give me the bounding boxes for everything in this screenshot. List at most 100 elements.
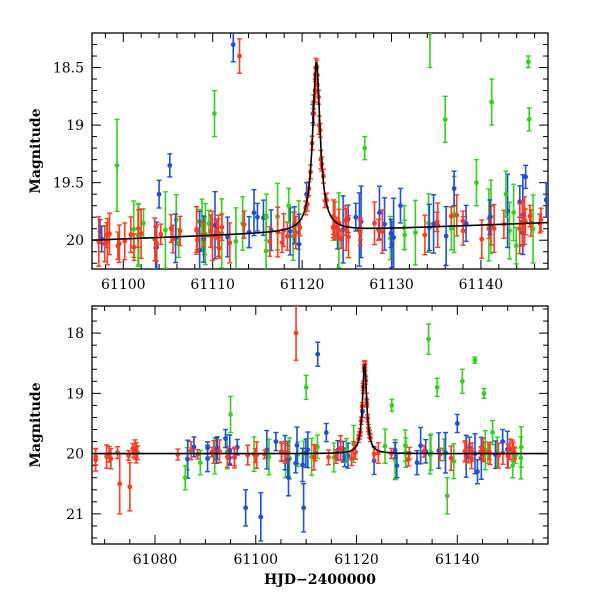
bottom-green-point-marker	[481, 390, 487, 396]
bottom-red-point-marker	[93, 457, 99, 463]
bottom-green-point	[490, 419, 496, 446]
top-red-point-marker	[227, 240, 233, 246]
top-blue-point-marker	[398, 203, 403, 209]
top-y-axis-title: Magnitude	[28, 108, 44, 193]
bottom-blue-point-marker	[223, 436, 228, 441]
bottom-green-point	[382, 428, 388, 464]
top-green-point	[286, 187, 292, 224]
top-x-tick-label: 61100	[101, 277, 146, 293]
bottom-y-axis-title: Magnitude	[28, 382, 44, 467]
bottom-red-point-marker	[225, 454, 230, 460]
top-blue-point	[212, 190, 218, 260]
bottom-red-point-marker	[421, 448, 427, 454]
top-blue-point-marker	[523, 174, 529, 180]
bottom-blue-point-marker	[305, 447, 311, 453]
top-x-tick-label: 61130	[369, 277, 414, 293]
bottom-red-point-marker	[108, 456, 114, 462]
top-red-point	[135, 209, 141, 249]
bottom-red-point	[311, 443, 317, 471]
top-blue-point	[251, 188, 257, 237]
bottom-red-point-marker	[217, 448, 222, 454]
top-green-point	[526, 107, 532, 132]
bottom-red-point	[93, 448, 99, 472]
bottom-red-point-marker	[349, 456, 354, 462]
bottom-blue-point-marker	[293, 460, 299, 466]
top-x-tick-label: 61140	[459, 277, 504, 293]
top-red-point	[128, 216, 134, 254]
bottom-red-point	[495, 442, 501, 469]
bottom-x-tick-label: 61140	[435, 552, 480, 568]
top-blue-point	[254, 202, 260, 232]
top-red-point	[422, 214, 428, 256]
top-red-point-marker	[372, 220, 377, 226]
bottom-blue-point	[234, 438, 240, 456]
top-green-point-marker	[263, 248, 269, 254]
bottom-blue-point	[414, 449, 420, 476]
top-blue-point	[296, 213, 302, 269]
top-blue-point	[167, 153, 173, 178]
bottom-green-point-marker	[426, 336, 431, 342]
top-red-point-marker	[279, 240, 285, 246]
bottom-plot-frame	[91, 305, 549, 545]
bottom-red-point-marker	[333, 454, 339, 459]
top-green-point	[525, 55, 531, 69]
bottom-blue-point-marker	[323, 430, 329, 435]
bottom-red-point	[505, 443, 511, 469]
top-blue-point-marker	[451, 186, 457, 191]
bottom-green-point-marker	[228, 412, 233, 417]
bottom-red-point-marker	[437, 451, 443, 457]
bottom-red-point	[371, 446, 377, 461]
top-ticks	[92, 32, 548, 269]
bottom-green-point-marker	[444, 493, 450, 499]
top-green-point-marker	[362, 145, 368, 151]
top-x-tick-label: 61110	[190, 277, 235, 293]
top-red-point-marker	[346, 234, 351, 240]
top-red-point-marker	[154, 240, 159, 246]
top-green-point	[412, 199, 418, 266]
top-red-point	[102, 225, 108, 263]
bottom-blue-point	[315, 341, 321, 367]
top-red-point-marker	[285, 233, 290, 239]
bottom-green-point	[182, 464, 188, 491]
bottom-red-point	[421, 444, 427, 458]
top-green-point-marker	[233, 238, 239, 244]
top-red-point-marker	[422, 232, 428, 238]
bottom-red-point	[231, 448, 237, 467]
top-red-point-marker	[177, 228, 183, 234]
bottom-blue-point	[500, 428, 506, 455]
bottom-blue-point	[223, 428, 229, 449]
x-axis-title: HJD−2400000	[264, 572, 376, 588]
bottom-blue-point-marker	[205, 456, 210, 461]
top-blue-point-marker	[255, 214, 260, 220]
top-blue-point	[246, 215, 252, 249]
bottom-blue-point-marker	[300, 462, 305, 468]
bottom-blue-point	[418, 426, 424, 465]
bottom-y-tick-label: 19	[66, 386, 84, 402]
top-green-point	[513, 226, 519, 265]
top-green-point-marker	[442, 116, 448, 122]
top-red-point-marker	[219, 224, 225, 230]
top-blue-point-marker	[388, 231, 394, 236]
top-blue-point	[451, 170, 457, 207]
bottom-red-point	[278, 441, 284, 463]
bottom-green-point-marker	[490, 430, 495, 435]
bottom-blue-point	[243, 489, 249, 527]
bottom-green-point-marker	[510, 463, 516, 469]
bottom-blue-point-marker	[418, 443, 424, 449]
bottom-plot-area	[92, 306, 548, 542]
top-blue-point-marker	[251, 210, 257, 216]
top-green-point-marker	[427, 33, 433, 36]
bottom-x-tick-labels: 61080 61100 61120 61140	[133, 552, 480, 568]
top-red-point-marker	[158, 231, 164, 237]
bottom-blue-point-marker	[191, 444, 197, 450]
bottom-blue-point-marker	[392, 447, 398, 453]
bottom-blue-point	[185, 439, 191, 479]
bottom-red-point	[117, 452, 123, 515]
top-green-point	[511, 183, 517, 242]
bottom-green-point-marker	[303, 384, 309, 390]
top-red-point-marker	[517, 226, 523, 232]
bottom-red-point	[188, 440, 194, 461]
top-blue-point	[230, 33, 236, 63]
top-y-tick-label: 19.5	[53, 176, 84, 192]
bottom-red-point-marker	[338, 445, 344, 451]
